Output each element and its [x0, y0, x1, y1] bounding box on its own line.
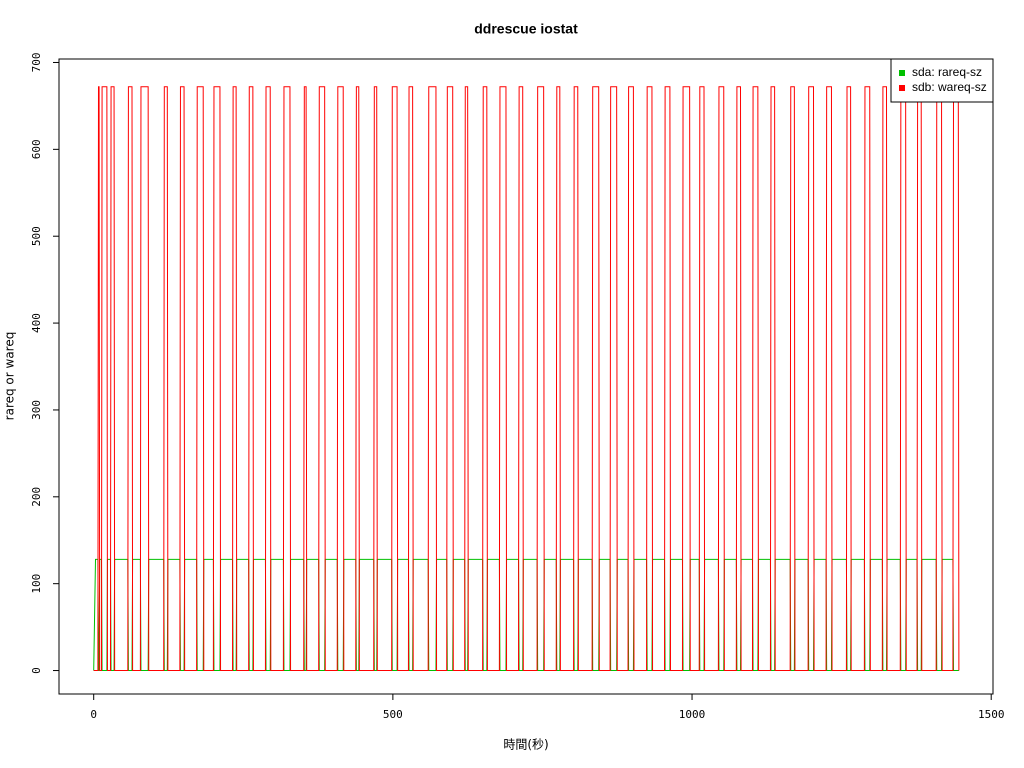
y-tick-label: 700	[30, 53, 43, 73]
y-tick-label: 500	[30, 226, 43, 246]
chart-title: ddrescue iostat	[474, 21, 578, 37]
legend-swatch	[899, 85, 905, 91]
x-tick-label: 0	[90, 708, 97, 721]
x-tick-label: 1000	[679, 708, 706, 721]
y-tick-label: 400	[30, 313, 43, 333]
legend-label: sda: rareq-sz	[912, 65, 982, 79]
x-tick-label: 500	[383, 708, 403, 721]
y-tick-label: 300	[30, 400, 43, 420]
y-tick-label: 100	[30, 574, 43, 594]
series-line	[93, 86, 960, 672]
y-tick-label: 0	[30, 667, 43, 674]
y-tick-label: 200	[30, 487, 43, 507]
legend-swatch	[899, 70, 905, 76]
legend-box	[890, 58, 994, 103]
y-tick-label: 600	[30, 139, 43, 159]
x-axis-label: 時間(秒)	[503, 738, 548, 752]
legend-label: sdb: wareq-sz	[912, 80, 987, 94]
x-tick-label: 1500	[978, 708, 1005, 721]
y-axis-label: rareq or wareq	[3, 332, 17, 421]
